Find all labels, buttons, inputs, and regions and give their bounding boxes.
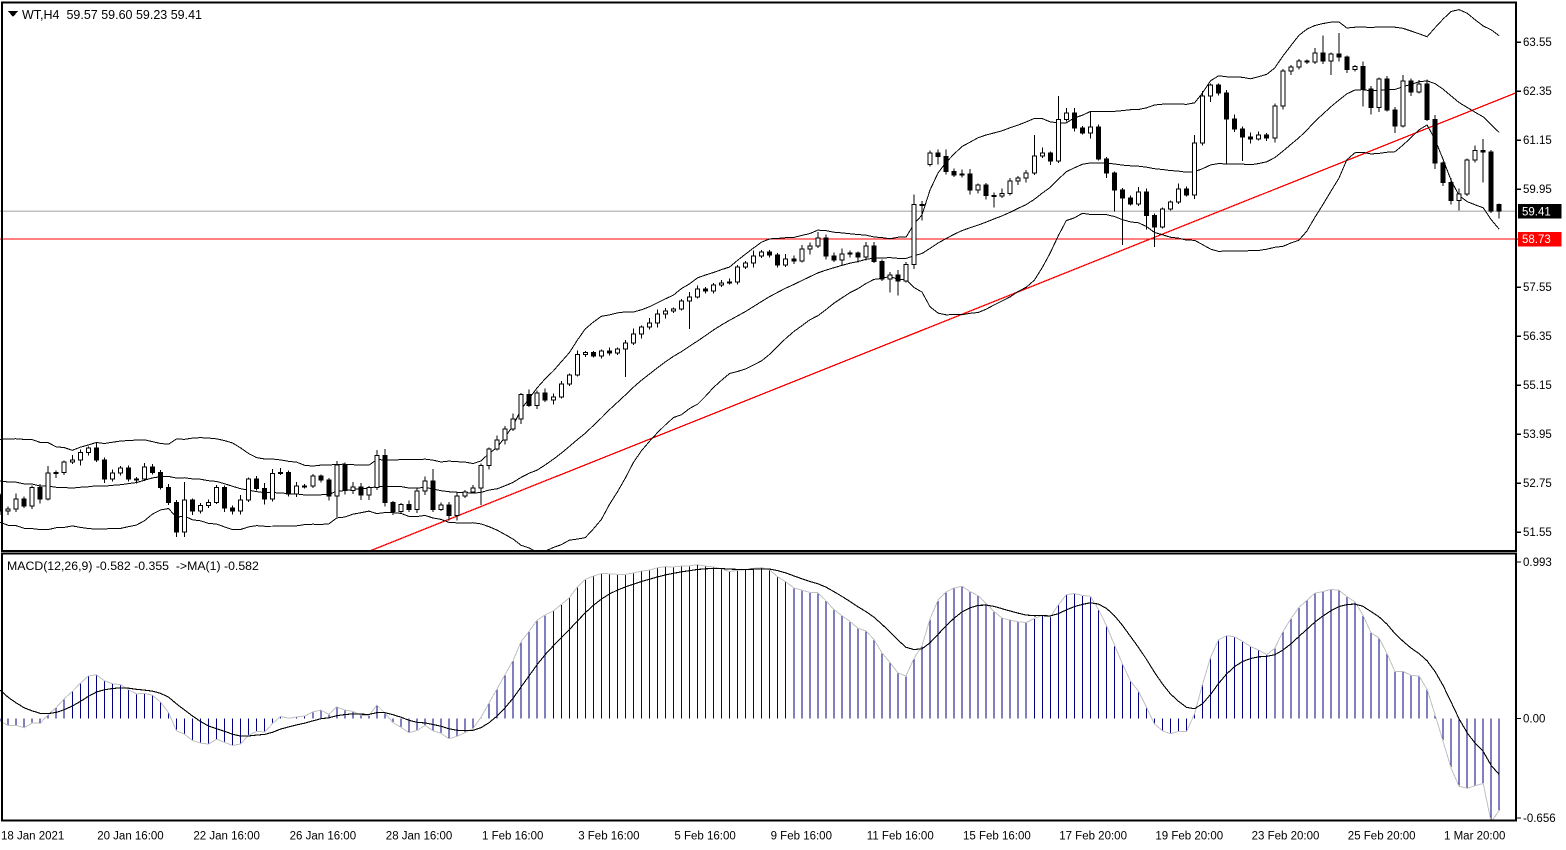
svg-text:57.55: 57.55 [1523,282,1552,294]
svg-text:18 Jan 2021: 18 Jan 2021 [1,831,64,843]
svg-text:20 Jan 16:00: 20 Jan 16:00 [97,831,164,843]
svg-text:56.35: 56.35 [1523,331,1552,343]
svg-text:15 Feb 16:00: 15 Feb 16:00 [963,831,1031,843]
svg-text:1 Feb 16:00: 1 Feb 16:00 [482,831,543,843]
svg-text:22 Jan 16:00: 22 Jan 16:00 [193,831,260,843]
svg-text:11 Feb 16:00: 11 Feb 16:00 [867,831,934,843]
svg-text:9 Feb 16:00: 9 Feb 16:00 [771,831,832,843]
svg-text:62.35: 62.35 [1523,86,1552,98]
svg-text:51.55: 51.55 [1523,527,1552,539]
svg-text:1 Mar 20:00: 1 Mar 20:00 [1444,831,1505,843]
svg-text:19 Feb 20:00: 19 Feb 20:00 [1155,831,1223,843]
svg-text:0.00: 0.00 [1523,713,1545,725]
svg-text:59.95: 59.95 [1523,184,1552,196]
svg-text:17 Feb 20:00: 17 Feb 20:00 [1059,831,1127,843]
svg-text:WT,H4 59.57 59.60 59.23 59.41: WT,H4 59.57 59.60 59.23 59.41 [22,8,202,22]
svg-text:5 Feb 16:00: 5 Feb 16:00 [674,831,735,843]
svg-text:26 Jan 16:00: 26 Jan 16:00 [290,831,357,843]
svg-text:59.41: 59.41 [1522,206,1551,218]
svg-text:55.15: 55.15 [1523,380,1552,392]
svg-text:52.75: 52.75 [1523,478,1552,490]
svg-text:3 Feb 16:00: 3 Feb 16:00 [578,831,639,843]
svg-text:63.55: 63.55 [1523,37,1552,49]
svg-text:58.73: 58.73 [1522,234,1551,246]
svg-text:23 Feb 20:00: 23 Feb 20:00 [1252,831,1320,843]
svg-text:0.993: 0.993 [1523,557,1552,569]
svg-text:61.15: 61.15 [1523,135,1552,147]
svg-text:53.95: 53.95 [1523,429,1552,441]
svg-text:25 Feb 20:00: 25 Feb 20:00 [1348,831,1416,843]
svg-text:MACD(12,26,9) -0.582 -0.355 -: MACD(12,26,9) -0.582 -0.355 ->MA(1) -0.5… [7,559,259,573]
svg-text:-0.656: -0.656 [1523,813,1556,825]
svg-text:28 Jan 16:00: 28 Jan 16:00 [386,831,453,843]
